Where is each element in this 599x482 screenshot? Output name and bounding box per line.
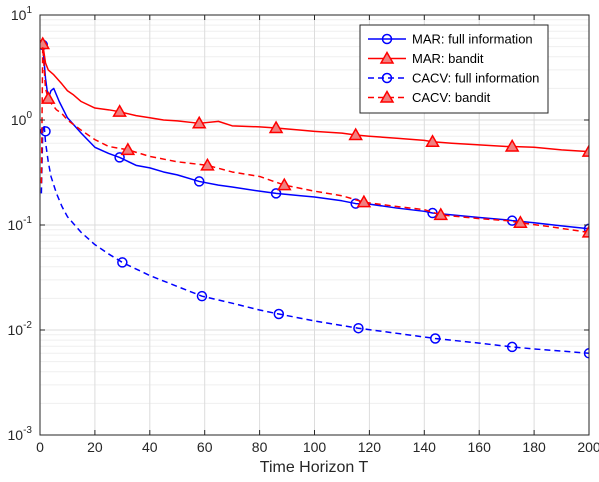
data-point <box>356 194 372 208</box>
data-point <box>200 157 215 171</box>
series-line <box>40 124 589 355</box>
data-point <box>583 223 589 235</box>
data-point <box>348 127 363 141</box>
data-point <box>40 91 56 104</box>
legend-label: CACV: bandit <box>412 90 491 105</box>
data-point <box>277 177 292 191</box>
series-line <box>40 45 589 234</box>
data-point <box>117 257 128 268</box>
y-tick-label: 10-3 <box>8 425 33 443</box>
series-group <box>40 36 589 359</box>
legend-label: CACV: full information <box>412 71 539 86</box>
legend-entry: MAR: bandit <box>368 50 484 66</box>
data-point <box>513 215 528 229</box>
legend-label: MAR: bandit <box>412 51 484 66</box>
legend-label: MAR: full information <box>412 32 533 47</box>
x-tick-label: 40 <box>142 439 158 455</box>
legend-swatch-marker <box>379 89 395 103</box>
legend-swatch-marker <box>379 50 395 64</box>
legend-entry: MAR: full information <box>368 32 533 47</box>
data-point <box>353 322 364 334</box>
x-axis-label: Time Horizon T <box>260 459 369 476</box>
x-tick-label: 160 <box>468 439 492 455</box>
series-line <box>41 43 589 153</box>
data-point <box>273 308 285 320</box>
legend-swatch-marker <box>381 72 393 84</box>
series-mar-bandit <box>40 36 589 157</box>
x-tick-label: 0 <box>36 439 44 455</box>
data-point <box>120 142 136 156</box>
data-point <box>430 333 441 344</box>
x-tick-label: 180 <box>522 439 546 455</box>
series-cacv-full-information <box>40 124 589 359</box>
x-tick-label: 60 <box>197 439 213 455</box>
y-tick-label: 101 <box>11 5 33 23</box>
data-point <box>581 224 589 238</box>
axes: 0 20 40 60 80 100 120 140 160 180 200 10-3 10-2 10-1 1… <box>8 5 599 455</box>
x-tick-label: 140 <box>413 439 437 455</box>
data-point <box>506 341 518 353</box>
data-point <box>114 152 125 163</box>
legend-entry: CACV: full information <box>368 71 539 86</box>
legend-swatch-marker <box>381 33 393 45</box>
data-point <box>268 120 284 134</box>
data-point <box>504 138 520 152</box>
data-point <box>40 126 51 137</box>
data-point <box>270 188 282 199</box>
data-point <box>112 104 127 117</box>
x-tick-label: 200 <box>577 439 599 455</box>
legend-entry: CACV: bandit <box>368 89 491 105</box>
x-tick-label: 20 <box>87 439 103 455</box>
series-line <box>41 44 589 230</box>
y-tick-label: 10-2 <box>8 320 33 338</box>
data-point <box>581 144 589 157</box>
data-point <box>196 290 208 302</box>
y-tick-label: 10-1 <box>8 215 33 233</box>
series-layer <box>40 36 589 359</box>
data-point <box>433 207 449 221</box>
x-tick-label: 120 <box>358 439 382 455</box>
series-cacv-bandit <box>40 45 589 238</box>
legend: MAR: full information MAR: bandit CACV: fu… <box>359 24 549 114</box>
data-point <box>425 134 440 148</box>
data-point <box>191 115 207 129</box>
data-point <box>583 348 589 359</box>
y-tick-label: 100 <box>11 110 33 128</box>
x-tick-label: 80 <box>252 439 268 455</box>
data-point <box>193 176 205 187</box>
x-tick-label: 100 <box>303 439 327 455</box>
